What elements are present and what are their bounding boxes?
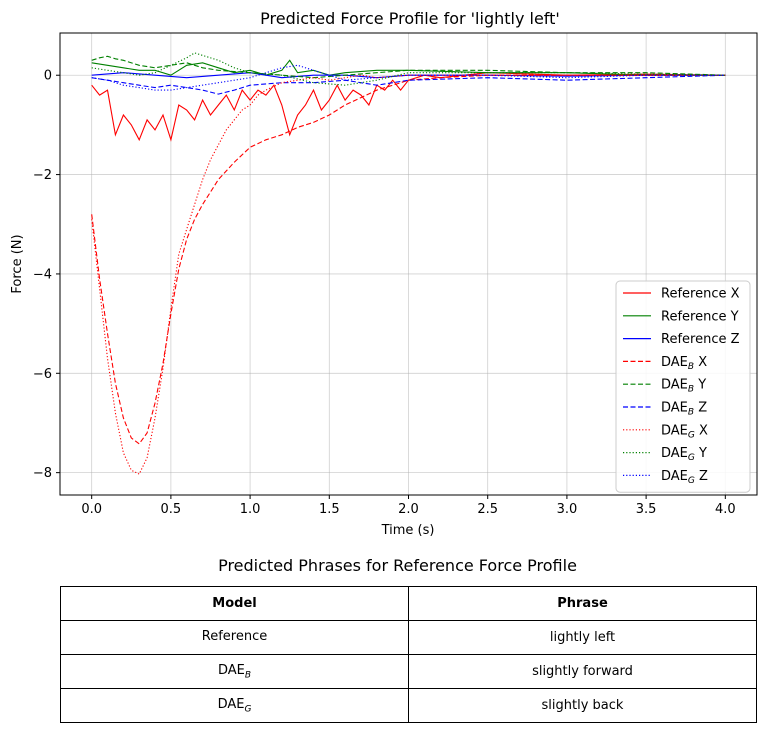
x-tick-label: 4.0 — [715, 502, 736, 517]
force-profile-chart: Predicted Force Profile for 'lightly lef… — [10, 9, 758, 538]
table-title: Predicted Phrases for Reference Force Pr… — [218, 556, 577, 575]
legend-label: DAEB Z — [661, 401, 707, 418]
series-line-dae-g-z — [91, 64, 726, 91]
x-tick-label: 3.0 — [557, 502, 578, 517]
x-tick-label: 1.0 — [240, 502, 261, 517]
x-tick-label: 0.5 — [161, 502, 182, 517]
legend-label: DAEG Z — [661, 469, 708, 486]
y-tick-label: −6 — [33, 367, 52, 382]
series-line-dae-b-y — [91, 55, 726, 79]
x-tick-label: 3.5 — [636, 502, 657, 517]
series-line-dae-g-x — [91, 74, 726, 475]
row-phrase-cell: slightly back — [408, 688, 757, 723]
phrase-table: Model Phrase Reference lightly left DAEB… — [60, 586, 757, 723]
row-model-cell: Reference — [60, 620, 409, 655]
x-tick-label: 1.5 — [319, 502, 340, 517]
row-phrase-cell: lightly left — [408, 620, 757, 655]
header-phrase: Phrase — [408, 586, 757, 621]
series-lines — [91, 52, 726, 475]
legend-label: Reference Y — [661, 309, 739, 324]
legend-label: DAEG X — [661, 423, 708, 440]
legend-label: DAEG Y — [661, 446, 707, 463]
row-phrase-cell: slightly forward — [408, 654, 757, 689]
table-row: DAEG slightly back — [60, 688, 757, 723]
x-axis-label: Time (s) — [381, 523, 435, 538]
series-line-reference-x — [91, 72, 726, 142]
y-tick-label: −4 — [33, 267, 52, 282]
series-line-dae-b-x — [91, 74, 726, 445]
y-tick-label: −2 — [33, 168, 52, 183]
y-tick-label: −8 — [33, 466, 52, 481]
x-tick-label: 2.5 — [477, 502, 498, 517]
series-line-reference-z — [91, 72, 726, 79]
legend-label: DAEB Y — [661, 378, 706, 395]
series-line-dae-b-z — [91, 74, 726, 95]
legend: Reference X Reference Y Reference Z DAEB X D… — [615, 280, 751, 493]
table-row: DAEB slightly forward — [60, 654, 757, 689]
header-model: Model — [60, 586, 409, 621]
legend-label: Reference X — [661, 287, 740, 302]
legend-label: DAEB X — [661, 355, 707, 372]
y-axis-label: Force (N) — [10, 234, 25, 293]
table-row: Reference lightly left — [60, 620, 757, 655]
series-line-dae-g-y — [91, 52, 726, 86]
x-tick-label: 2.0 — [398, 502, 419, 517]
y-tick-label: 0 — [44, 69, 52, 84]
legend-frame — [615, 280, 751, 493]
x-tick-label: 0.0 — [81, 502, 102, 517]
chart-title: Predicted Force Profile for 'lightly lef… — [260, 9, 560, 28]
row-model-cell: DAEG — [60, 688, 409, 723]
axis-ticks: 0.0 0.5 1.0 1.5 2.0 2.5 3.0 3.5 4.0 0 −2 −4 −6 −8 — [33, 69, 736, 517]
legend-label: Reference Z — [661, 332, 740, 347]
row-model-cell: DAEB — [60, 654, 409, 689]
table-header-row: Model Phrase — [60, 586, 757, 621]
